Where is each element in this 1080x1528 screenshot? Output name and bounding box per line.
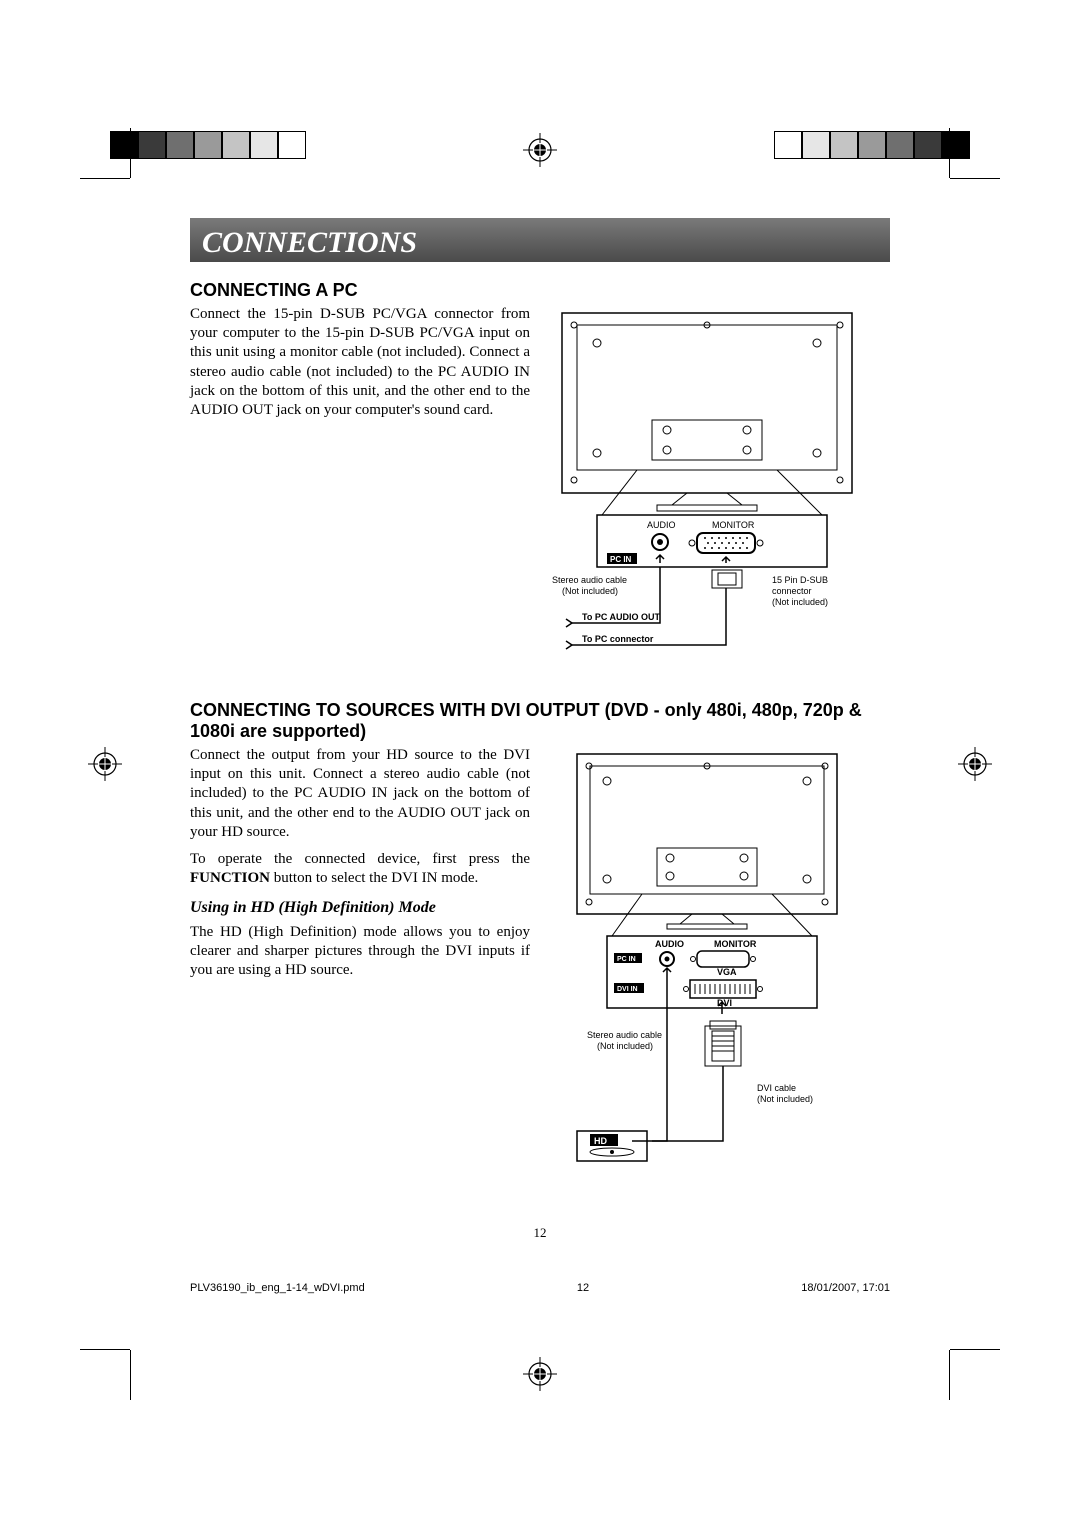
svg-text:Stereo audio cable: Stereo audio cable: [587, 1030, 662, 1040]
svg-text:(Not included): (Not included): [597, 1041, 653, 1051]
section1-body: Connect the 15-pin D-SUB PC/VGA connecto…: [190, 305, 530, 420]
section-banner: CONNECTIONS: [190, 218, 890, 262]
svg-text:MONITOR: MONITOR: [712, 520, 755, 530]
section1-text: Connect the 15-pin D-SUB PC/VGA connecto…: [190, 305, 530, 428]
section2-diagram: AUDIO MONITOR PC IN VGA DVI IN: [542, 746, 872, 1181]
color-swatches-left: [110, 131, 306, 159]
svg-text:(Not included): (Not included): [772, 597, 828, 607]
svg-text:DVI IN: DVI IN: [617, 986, 638, 993]
footer-page: 12: [577, 1282, 589, 1294]
svg-text:15 Pin D-SUB: 15 Pin D-SUB: [772, 575, 828, 585]
svg-text:DVI: DVI: [717, 998, 732, 1008]
banner-title: CONNECTIONS: [202, 226, 417, 259]
footer-datetime: 18/01/2007, 17:01: [801, 1282, 890, 1294]
footer-metadata: PLV36190_ib_eng_1-14_wDVI.pmd 12 18/01/2…: [190, 1282, 890, 1294]
svg-text:To PC AUDIO OUT: To PC AUDIO OUT: [582, 612, 660, 622]
svg-text:MONITOR: MONITOR: [714, 939, 757, 949]
section1-diagram: AUDIO MONITOR PC IN: [542, 305, 872, 660]
svg-text:(Not included): (Not included): [757, 1094, 813, 1104]
registration-bar-top: [0, 125, 1080, 195]
crop-marks-bottom: [0, 1350, 1080, 1400]
svg-text:PC IN: PC IN: [610, 555, 632, 564]
svg-text:DVI cable: DVI cable: [757, 1083, 796, 1093]
svg-text:AUDIO: AUDIO: [647, 520, 676, 530]
heading-connecting-dvi: CONNECTING TO SOURCES WITH DVI OUTPUT (D…: [190, 700, 890, 742]
registration-target-right: [958, 747, 992, 781]
color-swatches-right: [774, 131, 970, 159]
svg-text:Stereo audio cable: Stereo audio cable: [552, 575, 627, 585]
footer-filename: PLV36190_ib_eng_1-14_wDVI.pmd: [190, 1282, 365, 1294]
svg-text:AUDIO: AUDIO: [655, 939, 684, 949]
svg-text:(Not included): (Not included): [562, 586, 618, 596]
heading-connecting-pc: CONNECTING A PC: [190, 280, 890, 301]
svg-text:connector: connector: [772, 586, 812, 596]
section2-subheading: Using in HD (High Definition) Mode: [190, 898, 530, 918]
svg-text:HD: HD: [594, 1136, 607, 1146]
registration-target-top: [523, 133, 557, 167]
section2-text: Connect the output from your HD source t…: [190, 746, 530, 988]
section2-body1: Connect the output from your HD source t…: [190, 746, 530, 842]
svg-text:To PC connector: To PC connector: [582, 634, 654, 644]
section2-body2: To operate the connected device, first p…: [190, 850, 530, 888]
section2-body3: The HD (High Definition) mode allows you…: [190, 923, 530, 981]
registration-target-left: [88, 747, 122, 781]
page-number: 12: [0, 1225, 1080, 1241]
svg-text:PC IN: PC IN: [617, 956, 636, 963]
svg-text:VGA: VGA: [717, 967, 737, 977]
